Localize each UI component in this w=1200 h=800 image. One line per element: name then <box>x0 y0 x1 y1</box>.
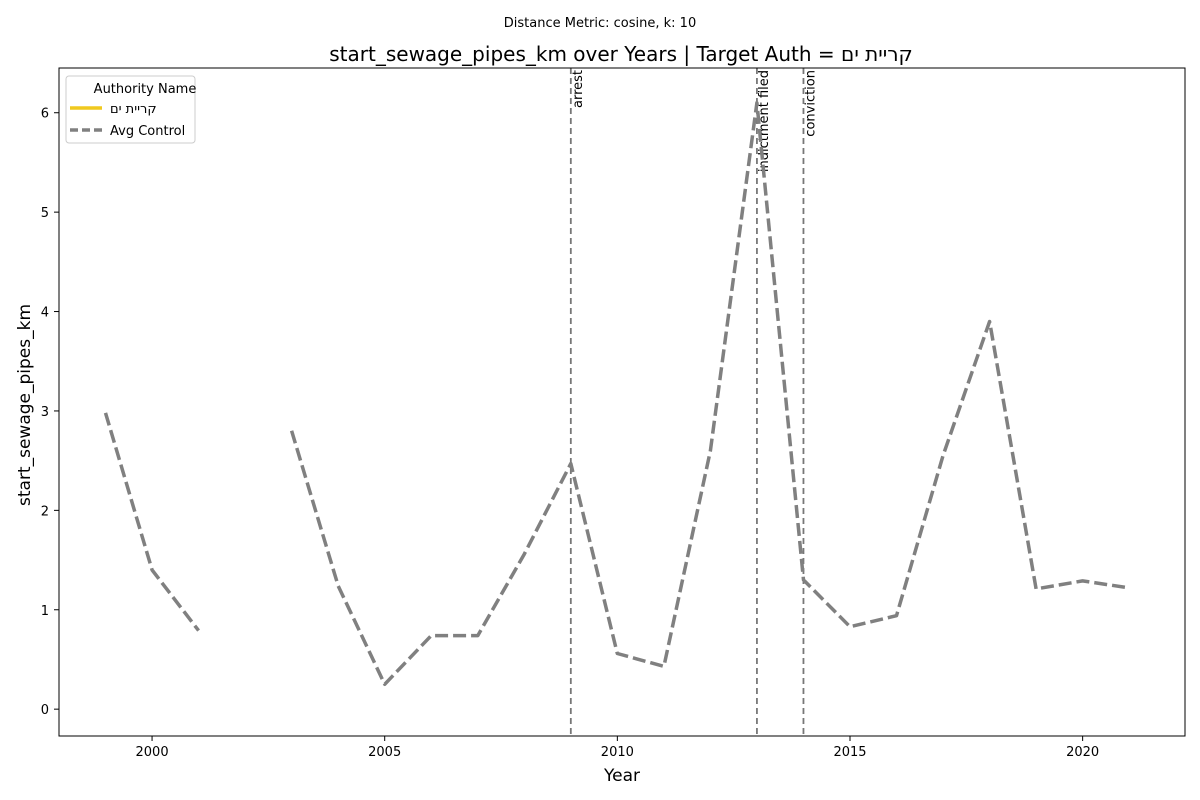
legend-label-control: Avg Control <box>110 124 185 139</box>
chart-title: start_sewage_pipes_km over Years | Targe… <box>329 42 912 66</box>
plot-area <box>59 68 1185 736</box>
event-label: arrest <box>571 70 586 108</box>
y-tick-label: 5 <box>41 206 49 221</box>
y-tick-label: 3 <box>41 405 49 420</box>
x-tick-label: 2015 <box>833 745 866 760</box>
x-tick-label: 2010 <box>601 745 634 760</box>
legend: Authority Name קריית ים Avg Control <box>65 75 197 144</box>
y-axis-label: start_sewage_pipes_km <box>15 304 35 506</box>
y-tick-label: 0 <box>41 703 49 718</box>
event-label: indictment filed <box>757 70 772 172</box>
y-tick-label: 2 <box>41 504 49 519</box>
legend-title: Authority Name <box>94 82 197 97</box>
event-markers: arrest indictment filed conviction <box>569 68 818 736</box>
y-tick-label: 4 <box>41 306 49 321</box>
x-axis-label: Year <box>603 766 640 786</box>
x-axis-ticks: 2000 2005 2010 2015 2020 <box>136 736 1099 760</box>
series-lines <box>103 101 1130 687</box>
y-tick-label: 1 <box>41 604 49 619</box>
x-tick-label: 2020 <box>1066 745 1099 760</box>
event-label: conviction <box>803 70 818 137</box>
y-axis-ticks: 0 1 2 3 4 5 6 <box>41 107 59 718</box>
legend-box <box>65 75 196 144</box>
legend-label-target: קריית ים <box>110 102 157 117</box>
plot-frame <box>58 67 1186 737</box>
chart-suptitle: Distance Metric: cosine, k: 10 <box>504 16 696 31</box>
series-line <box>103 101 1130 687</box>
x-tick-label: 2000 <box>136 745 169 760</box>
x-tick-label: 2005 <box>368 745 401 760</box>
y-tick-label: 6 <box>41 107 49 122</box>
